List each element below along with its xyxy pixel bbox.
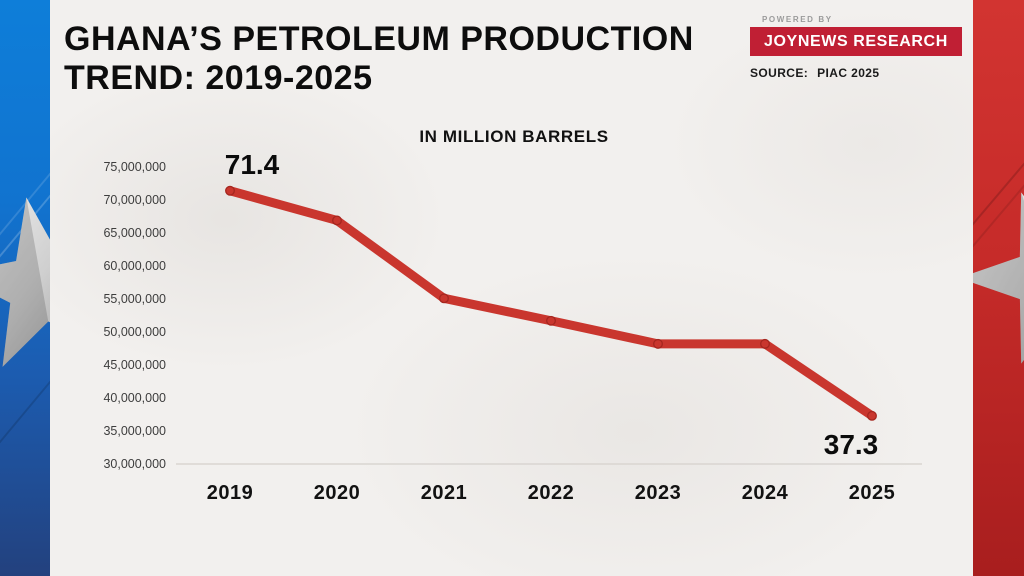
y-axis-tick: 50,000,000 [103,325,166,339]
y-axis-tick: 65,000,000 [103,226,166,240]
chevron-line [973,162,1024,226]
y-axis-tick: 55,000,000 [103,292,166,306]
data-point-2022 [546,315,556,326]
data-point-2019 [225,185,235,196]
y-axis-tick: 40,000,000 [103,391,166,405]
y-axis-tick: 35,000,000 [103,424,166,438]
joynews-research-badge: JOYNEWS RESEARCH [750,27,962,56]
x-axis-label-2019: 2019 [207,482,254,504]
source-value: PIAC 2025 [817,66,880,80]
brand-block: POWERED BY JOYNEWS RESEARCH SOURCE: PIAC … [750,15,962,80]
y-axis-tick: 70,000,000 [103,193,166,207]
brand-row: JOYNEWS RESEARCH [750,27,962,56]
trend-line [225,186,877,421]
chevron-line [973,184,1024,248]
data-point-2021 [439,293,449,304]
title-line1: GHANA’S PETROLEUM PRODUCTION [64,20,694,58]
y-axis-tick: 45,000,000 [103,358,166,372]
x-axis-label-2022: 2022 [528,482,575,504]
x-axis-label-2025: 2025 [849,482,896,504]
powered-by-label: POWERED BY [762,15,833,24]
data-point-2024 [760,338,770,349]
source-label: SOURCE: [750,66,809,80]
y-axis-tick: 60,000,000 [103,259,166,273]
chevron-line [0,380,50,444]
x-axis-label-2021: 2021 [421,482,468,504]
data-point-2020 [332,215,342,226]
value-label-2019: 71.4 [225,149,280,180]
y-axis-tick: 30,000,000 [103,457,166,471]
right-accent-strip [973,0,1024,576]
page-title: GHANA’S PETROLEUM PRODUCTION TREND: 2019-… [64,20,694,98]
x-axis-label-2023: 2023 [635,482,682,504]
left-strip-decor [0,172,50,444]
data-point-2025 [867,410,877,421]
x-axis-label-2020: 2020 [314,482,361,504]
left-accent-strip [0,0,50,576]
source-line: SOURCE: PIAC 2025 [750,66,950,80]
x-axis-label-2024: 2024 [742,482,789,504]
chart-subtitle: IN MILLION BARRELS [419,127,609,146]
y-axis-tick: 75,000,000 [103,160,166,174]
right-strip-decor [973,162,1024,374]
value-label-2025: 37.3 [824,429,879,460]
title-line2: TREND: 2019-2025 [64,59,373,97]
chevron-line [0,172,50,236]
data-point-2023 [653,338,663,349]
